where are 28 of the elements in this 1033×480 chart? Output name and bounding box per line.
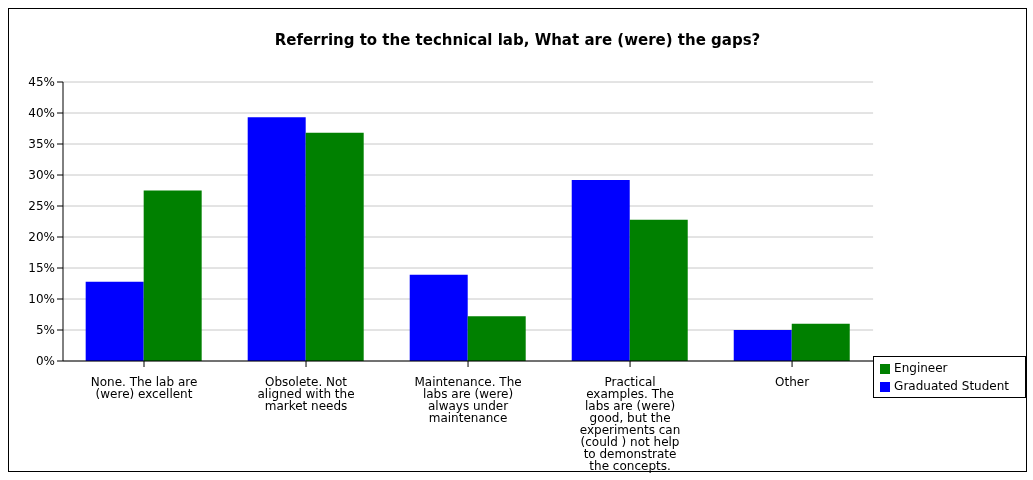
y-tick-label: 35%	[28, 137, 55, 152]
legend-label: Graduated Student	[894, 379, 1009, 393]
chart-title: Referring to the technical lab, What are (were) the gaps?	[273, 30, 762, 51]
y-tick-label: 25%	[28, 199, 55, 214]
y-tick-label: 10%	[28, 292, 55, 307]
bar	[629, 219, 688, 361]
bar	[85, 281, 144, 361]
y-tick-label: 30%	[28, 168, 55, 183]
bar	[409, 274, 468, 361]
bar	[791, 323, 850, 361]
bar	[571, 179, 630, 361]
bar	[247, 117, 306, 361]
x-tick-label: Practical examples. The labs are (were) good, but the experiments can (could ) not help to demonstrate the concepts.	[579, 374, 681, 473]
bar	[733, 330, 792, 361]
legend-label: Engineer	[894, 361, 948, 375]
bar	[467, 316, 526, 361]
x-tick-label: Other	[775, 374, 810, 389]
x-tick-label: None. The lab are (were) excellent	[90, 374, 198, 401]
y-tick-label: 15%	[28, 261, 55, 276]
y-tick-label: 5%	[35, 323, 55, 338]
bar	[143, 190, 202, 361]
x-tick-label: Maintenance. The labs are (were) always under maintenance	[414, 374, 522, 425]
x-tick-label: Obsolete. Not aligned with the market needs	[257, 374, 355, 413]
y-tick-label: 40%	[28, 106, 55, 121]
bar	[305, 132, 364, 361]
y-tick-label: 45%	[28, 75, 55, 90]
y-tick-label: 0%	[35, 354, 55, 369]
y-tick-label: 20%	[28, 230, 55, 245]
